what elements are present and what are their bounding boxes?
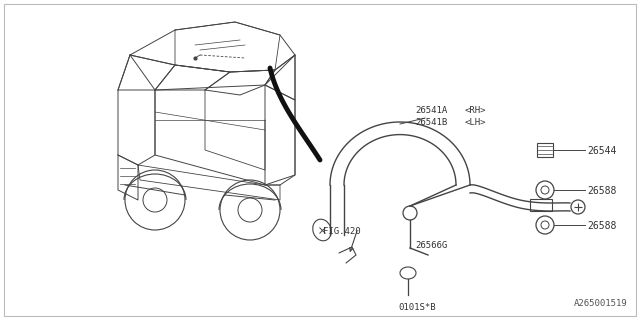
Text: 26541A: 26541A xyxy=(415,106,447,115)
Text: 0101S*B: 0101S*B xyxy=(398,303,436,312)
Text: 26544: 26544 xyxy=(587,146,616,156)
Text: <LH>: <LH> xyxy=(465,117,486,126)
Text: 26588: 26588 xyxy=(587,221,616,231)
Bar xyxy=(530,199,552,211)
Text: FIG.420: FIG.420 xyxy=(323,227,360,236)
Text: 26566G: 26566G xyxy=(415,241,447,250)
Text: 26541B: 26541B xyxy=(415,117,447,126)
Text: 26588: 26588 xyxy=(587,186,616,196)
Text: A265001519: A265001519 xyxy=(574,299,628,308)
Text: <RH>: <RH> xyxy=(465,106,486,115)
